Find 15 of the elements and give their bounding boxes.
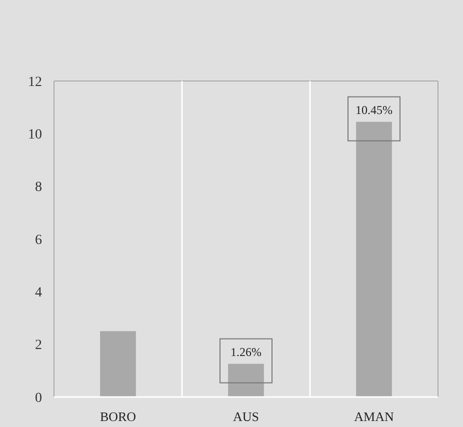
y-tick-label: 2 — [35, 338, 42, 354]
y-tick-label: 12 — [28, 74, 42, 90]
data-label: 1.26% — [230, 344, 262, 359]
x-tick-label: AUS — [232, 409, 260, 424]
bar — [100, 331, 136, 397]
y-tick-label: 0 — [35, 390, 42, 406]
y-tick-label: 6 — [35, 232, 42, 248]
data-label: 10.45% — [356, 102, 392, 117]
y-tick-label: 4 — [35, 286, 42, 301]
x-tick-label: BORO — [100, 409, 136, 424]
x-tick-label: AMAN — [354, 409, 394, 424]
y-tick-label: 8 — [35, 180, 42, 196]
y-tick-label: 10 — [28, 128, 42, 143]
bar — [356, 122, 392, 397]
bar — [228, 364, 264, 397]
